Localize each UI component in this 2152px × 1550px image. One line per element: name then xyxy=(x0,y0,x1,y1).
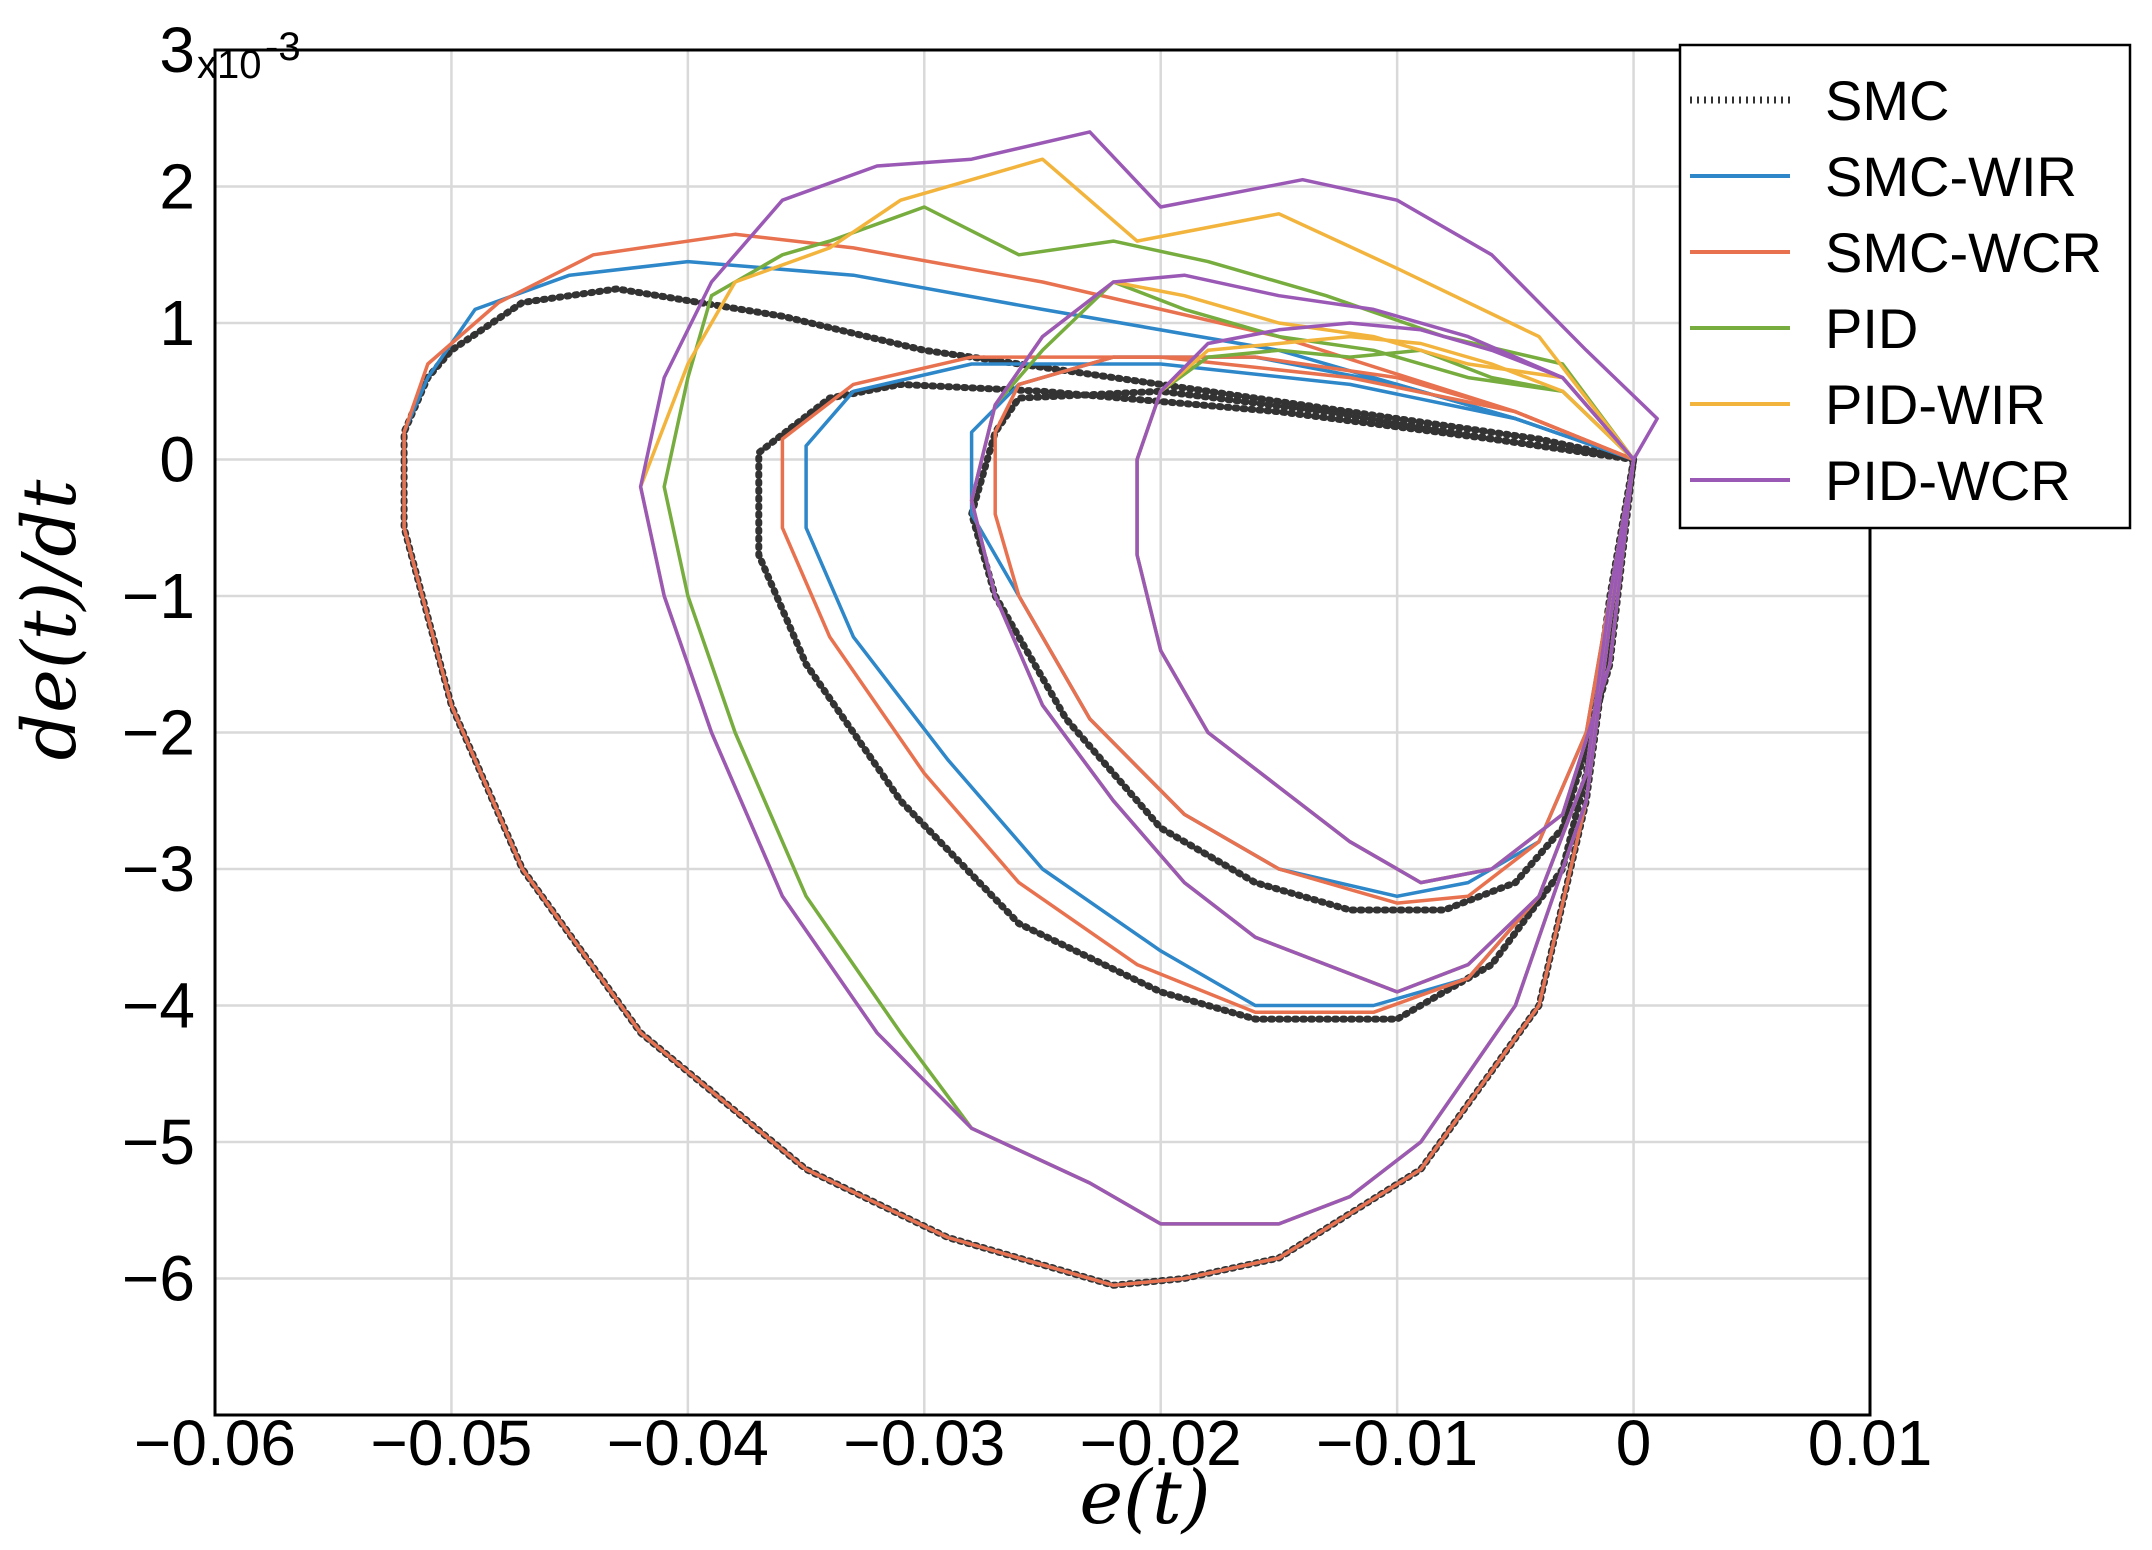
y-scale-base: x10 xyxy=(197,43,262,87)
x-tick-label: −0.01 xyxy=(1316,1407,1478,1479)
y-tick-label: 0 xyxy=(159,424,195,496)
series-smc-loop-1 xyxy=(400,285,1638,1289)
legend-label-smc-wir: SMC-WIR xyxy=(1825,145,2077,208)
legend-items: SMC SMC-WIR SMC-WCR PID PID-WIR PID-WCR xyxy=(1690,69,2102,512)
legend-label-pid: PID xyxy=(1825,297,1918,360)
y-tick-label: −4 xyxy=(122,970,195,1042)
series-smc-wcr-loop-2 xyxy=(780,355,1636,1015)
legend: SMC SMC-WIR SMC-WCR PID PID-WIR PID-WCR xyxy=(1678,43,2132,530)
plot-series xyxy=(400,130,1659,1289)
x-tick-label: 0.01 xyxy=(1808,1407,1933,1479)
series-smc-wcr-loop-3 xyxy=(993,355,1636,905)
legend-label-smc: SMC xyxy=(1825,69,1949,132)
y-tick-label: 2 xyxy=(159,151,195,223)
series-smc-wcr-loop-1 xyxy=(402,232,1636,1288)
series-pid-wcr-loop-3 xyxy=(1135,321,1636,885)
x-tick-label: −0.03 xyxy=(843,1407,1005,1479)
y-tick-label: −5 xyxy=(122,1106,195,1178)
legend-label-smc-wcr: SMC-WCR xyxy=(1825,221,2102,284)
series-smc-loop-3 xyxy=(968,387,1638,914)
legend-label-pid-wir: PID-WIR xyxy=(1825,373,2046,436)
x-tick-label: 0 xyxy=(1616,1407,1652,1479)
series-pid-wcr-loop-2 xyxy=(969,273,1636,994)
y-tick-label: −3 xyxy=(122,833,195,905)
x-tick-labels: −0.06 −0.05 −0.04 −0.03 −0.02 −0.01 0 0.01 xyxy=(134,1407,1932,1479)
y-tick-labels: 3 2 1 0 −1 −2 −3 −4 −5 −6 xyxy=(122,14,195,1315)
series-pid-wcr-loop-1 xyxy=(638,130,1659,1226)
legend-label-pid-wcr: PID-WCR xyxy=(1825,449,2071,512)
x-tick-label: −0.02 xyxy=(1080,1407,1242,1479)
legend-box xyxy=(1678,43,2132,530)
series-smc-loop-2 xyxy=(755,380,1638,1023)
y-tick-label: −1 xyxy=(122,560,195,632)
plot-area-frame xyxy=(213,48,1872,1417)
y-tick-label: −6 xyxy=(122,1243,195,1315)
x-tick-label: −0.06 xyxy=(134,1407,296,1479)
y-axis-label: de(t)/dt xyxy=(7,479,93,760)
y-tick-label: 1 xyxy=(159,287,195,359)
y-scale-exponent: -3 xyxy=(265,25,301,69)
x-axis-label: e(t) xyxy=(1079,1455,1210,1541)
y-tick-label: 3 xyxy=(159,14,195,86)
x-tick-label: −0.05 xyxy=(370,1407,532,1479)
series-pid-loop-2 xyxy=(969,280,1636,994)
x-tick-label: −0.04 xyxy=(607,1407,769,1479)
y-tick-label: −2 xyxy=(122,697,195,769)
